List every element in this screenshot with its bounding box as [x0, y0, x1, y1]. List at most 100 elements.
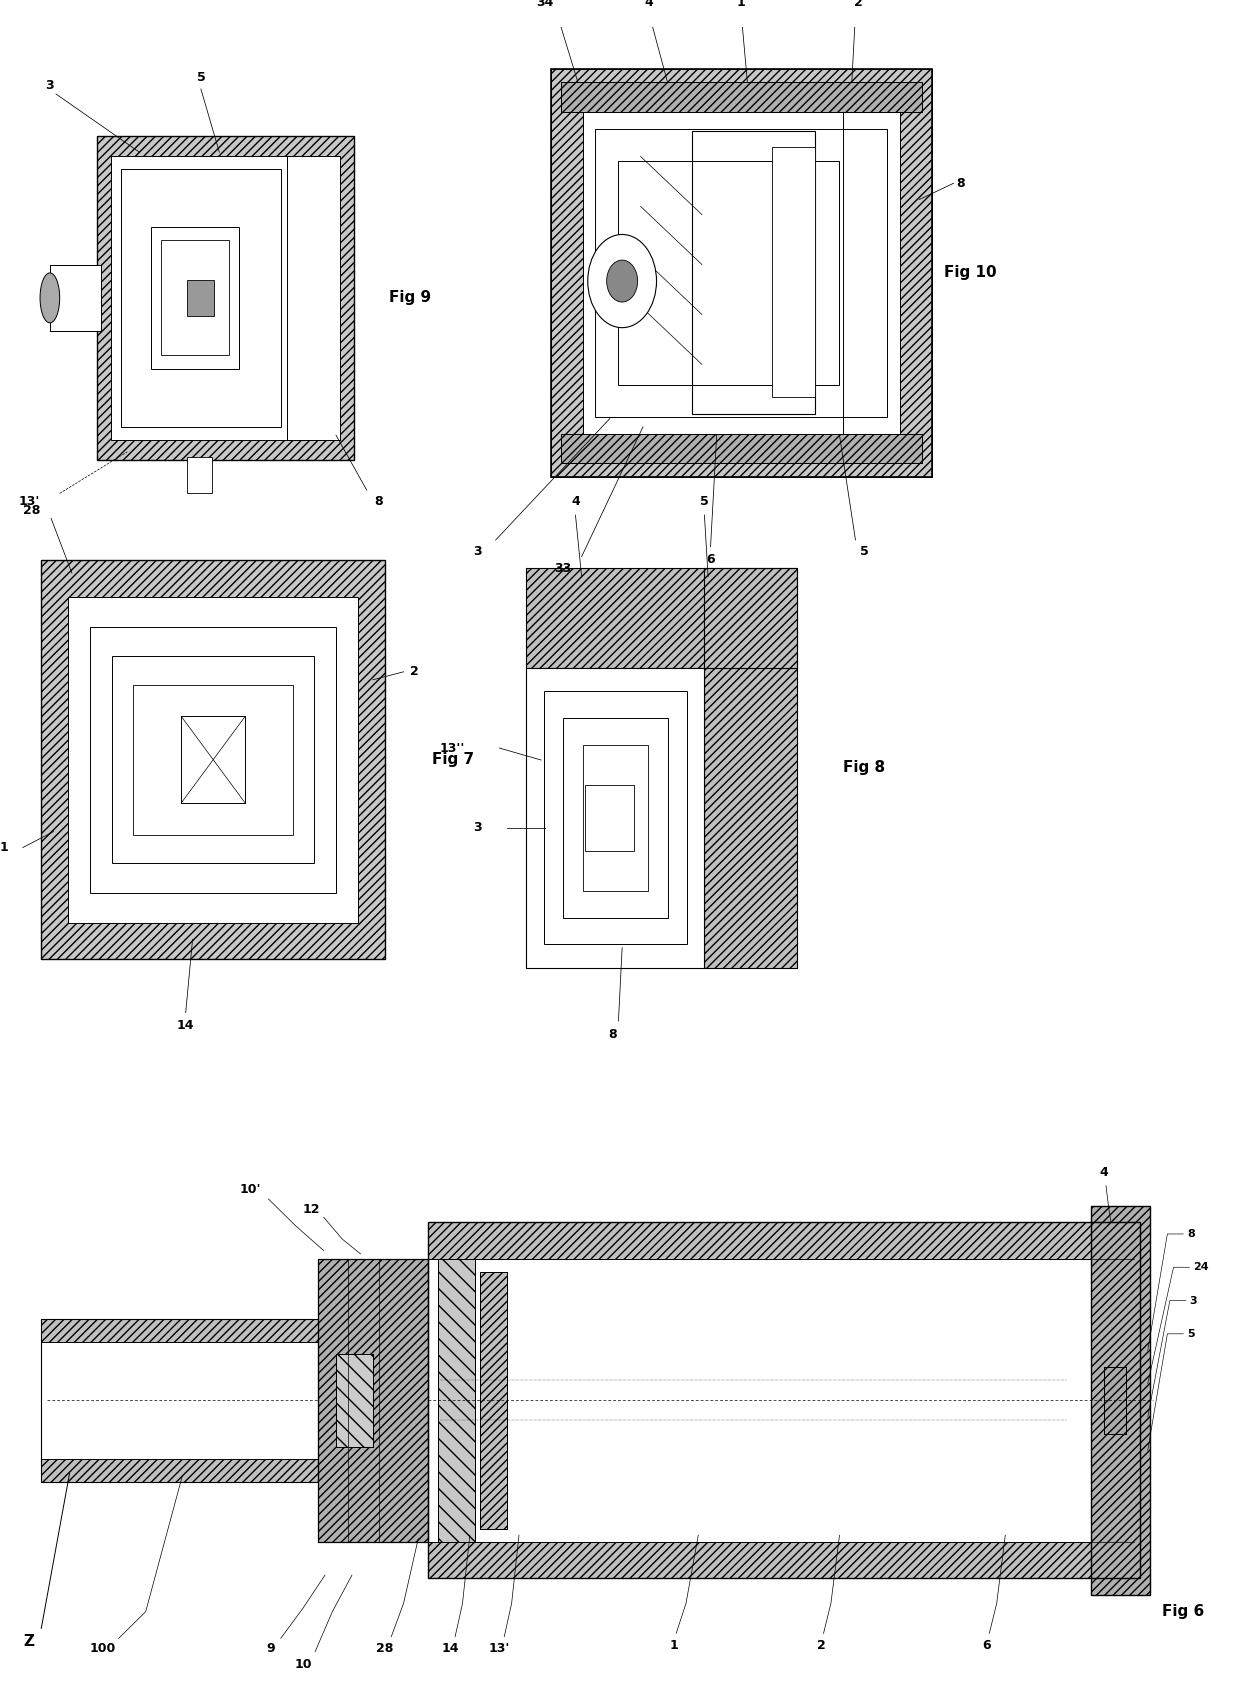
- Text: 4: 4: [1099, 1166, 1107, 1178]
- Bar: [529, 574, 792, 963]
- Bar: [97, 135, 355, 460]
- Bar: [591, 794, 626, 841]
- Bar: [113, 657, 314, 863]
- Bar: [428, 1542, 1141, 1578]
- Bar: [692, 130, 815, 413]
- Circle shape: [606, 261, 637, 301]
- Text: 3: 3: [472, 545, 481, 559]
- Bar: [773, 147, 815, 396]
- Bar: [595, 129, 888, 416]
- Text: Z: Z: [24, 1634, 35, 1649]
- Bar: [583, 112, 900, 433]
- Bar: [438, 1260, 475, 1542]
- Bar: [843, 112, 900, 433]
- Bar: [41, 1319, 317, 1343]
- Bar: [41, 1459, 317, 1481]
- Bar: [50, 264, 102, 332]
- Text: 8: 8: [608, 1028, 616, 1041]
- Bar: [161, 240, 229, 356]
- Bar: [526, 669, 704, 968]
- Bar: [543, 691, 687, 945]
- Text: 14: 14: [441, 1642, 459, 1654]
- Bar: [1104, 1368, 1126, 1434]
- Text: 3: 3: [46, 80, 55, 91]
- Bar: [438, 1260, 475, 1542]
- Text: 6: 6: [982, 1639, 991, 1651]
- Bar: [134, 684, 293, 835]
- Text: 13': 13': [489, 1642, 510, 1654]
- Bar: [151, 227, 238, 369]
- Text: 13': 13': [19, 496, 40, 508]
- Bar: [704, 569, 796, 968]
- Bar: [286, 156, 340, 440]
- Text: Fig 10: Fig 10: [944, 266, 997, 281]
- Bar: [1091, 1205, 1151, 1595]
- Bar: [428, 1222, 1141, 1260]
- Bar: [122, 169, 280, 427]
- Bar: [595, 129, 888, 416]
- Text: Fig 9: Fig 9: [388, 291, 430, 305]
- Text: 14: 14: [177, 1019, 195, 1033]
- Bar: [551, 69, 931, 477]
- Bar: [336, 1354, 373, 1448]
- Text: 3: 3: [472, 821, 481, 835]
- Bar: [428, 1222, 1141, 1578]
- Bar: [560, 433, 921, 464]
- Bar: [526, 569, 796, 669]
- Text: 5: 5: [859, 545, 868, 559]
- Bar: [187, 457, 212, 493]
- Text: 9: 9: [267, 1642, 275, 1654]
- Circle shape: [588, 234, 656, 328]
- Bar: [585, 784, 634, 852]
- Bar: [91, 626, 336, 892]
- Text: 10: 10: [294, 1659, 311, 1671]
- Text: 1: 1: [0, 841, 9, 853]
- Text: 8: 8: [374, 496, 383, 508]
- Bar: [583, 745, 649, 891]
- Text: 2: 2: [853, 0, 862, 8]
- Text: 3: 3: [1189, 1295, 1197, 1305]
- Bar: [543, 691, 687, 945]
- Bar: [91, 626, 336, 892]
- Text: 28: 28: [22, 503, 40, 516]
- Bar: [46, 567, 381, 953]
- Bar: [122, 169, 280, 427]
- Bar: [41, 1319, 317, 1481]
- Text: 5: 5: [197, 71, 206, 85]
- Bar: [560, 433, 921, 464]
- Bar: [41, 560, 386, 960]
- Bar: [100, 141, 351, 455]
- Text: 10': 10': [239, 1182, 260, 1195]
- Bar: [187, 279, 215, 317]
- Bar: [583, 745, 649, 891]
- Bar: [619, 161, 839, 386]
- Text: 12: 12: [303, 1202, 320, 1216]
- Text: Fig 7: Fig 7: [432, 752, 474, 767]
- Bar: [480, 1271, 507, 1529]
- Bar: [704, 569, 796, 968]
- Bar: [843, 112, 900, 433]
- Bar: [97, 135, 355, 460]
- Text: 33: 33: [554, 562, 572, 576]
- Bar: [134, 684, 293, 835]
- Text: 24: 24: [1193, 1263, 1209, 1271]
- Bar: [560, 83, 921, 112]
- Bar: [560, 83, 921, 112]
- Text: 8: 8: [1187, 1229, 1195, 1239]
- Bar: [50, 264, 95, 332]
- Bar: [41, 560, 386, 960]
- Bar: [556, 76, 926, 471]
- Text: 13'': 13'': [440, 742, 465, 755]
- Text: 34: 34: [536, 0, 553, 8]
- Bar: [551, 69, 931, 477]
- Text: 5: 5: [1187, 1329, 1194, 1339]
- Bar: [692, 130, 815, 413]
- Text: Fig 8: Fig 8: [843, 760, 885, 775]
- Text: 5: 5: [701, 496, 709, 508]
- Text: 2: 2: [409, 665, 418, 679]
- Bar: [1091, 1205, 1151, 1595]
- Bar: [181, 716, 246, 802]
- Bar: [317, 1260, 428, 1542]
- Text: 1: 1: [670, 1639, 678, 1651]
- Bar: [336, 1354, 373, 1448]
